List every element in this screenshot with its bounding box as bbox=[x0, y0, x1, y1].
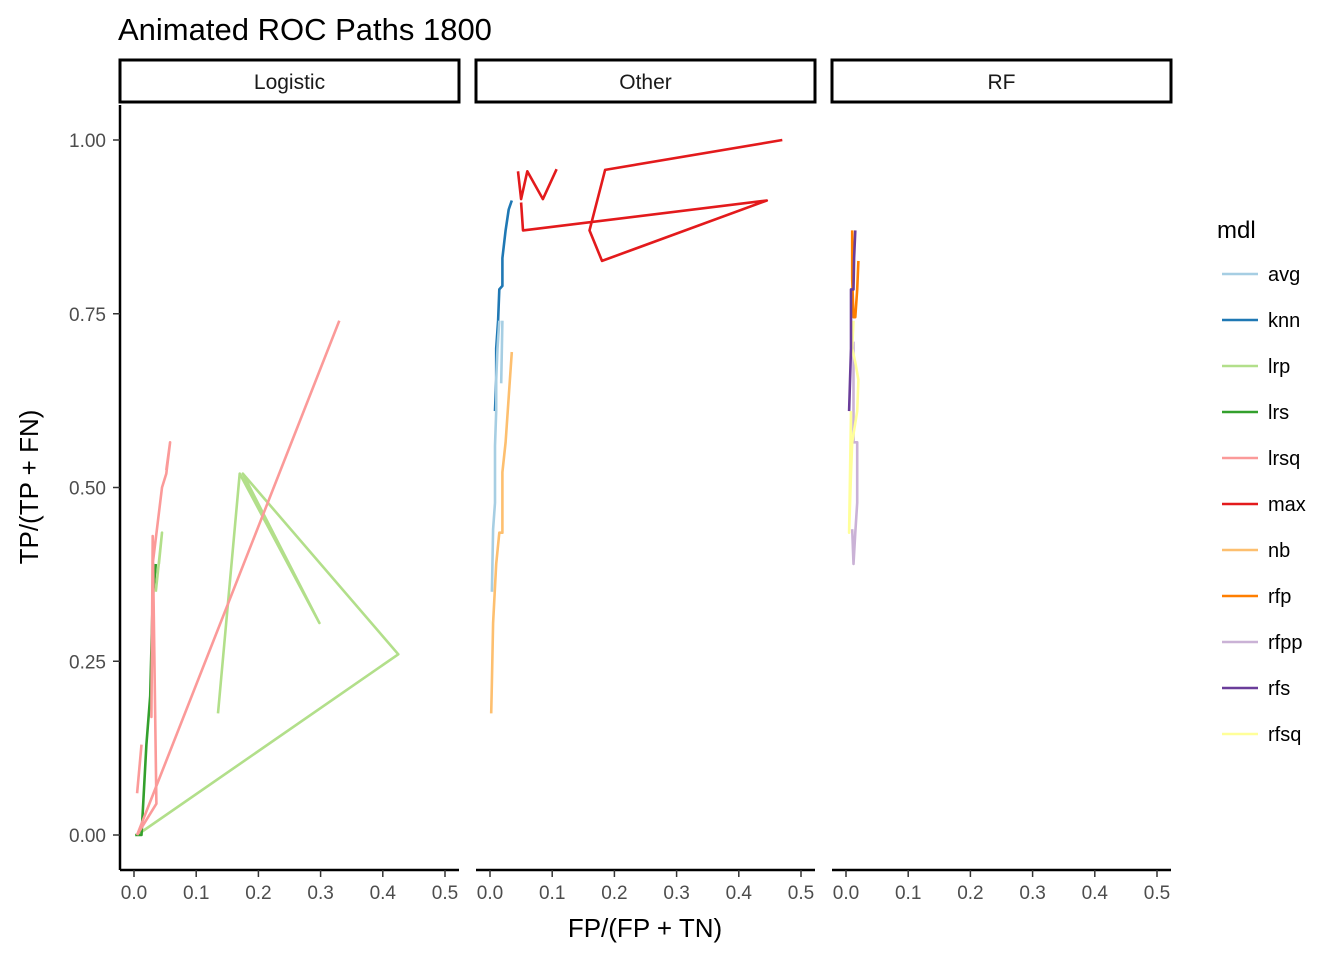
facet-other: Other 0.0 0.1 0.2 0.3 0.4 0.5 bbox=[474, 58, 817, 904]
series-line-lrsq bbox=[135, 441, 172, 836]
y-tick-label: 0.25 bbox=[69, 652, 106, 673]
series-line-rfp bbox=[850, 230, 860, 319]
facet-strip-label: Logistic bbox=[254, 71, 325, 94]
legend-label-avg: avg bbox=[1268, 264, 1300, 286]
legend-label-rfp: rfp bbox=[1268, 586, 1291, 608]
series-line-lrp bbox=[136, 472, 400, 837]
x-tick-label: 0.2 bbox=[245, 883, 271, 904]
x-tick-label: 0.5 bbox=[1144, 883, 1170, 904]
x-tick-label: 0.4 bbox=[370, 883, 397, 904]
x-tick-label: 0.3 bbox=[1019, 883, 1045, 904]
series-line-max bbox=[519, 138, 783, 263]
x-tick-label: 0.1 bbox=[539, 883, 565, 904]
legend-label-nb: nb bbox=[1268, 540, 1290, 562]
legend-title: mdl bbox=[1217, 217, 1256, 244]
x-tick-label: 0.0 bbox=[477, 883, 503, 904]
facet-strip bbox=[118, 58, 461, 104]
series-line-lrsq bbox=[135, 320, 341, 836]
legend-label-rfsq: rfsq bbox=[1268, 724, 1301, 746]
series-line-avg bbox=[490, 320, 501, 592]
y-tick-label: 1.00 bbox=[69, 131, 106, 152]
x-tick-label: 0.3 bbox=[307, 883, 333, 904]
series-line-rfs bbox=[847, 230, 857, 412]
facets-layer: Logistic 0.0 0.1 0.2 0.3 0.4 0.5 Other 0.0 0.1 0.2… bbox=[118, 58, 1173, 904]
x-tick-label: 0.1 bbox=[183, 883, 209, 904]
x-tick-label: 0.2 bbox=[601, 883, 627, 904]
x-tick-label: 0.4 bbox=[726, 883, 753, 904]
x-tick-label: 0.5 bbox=[788, 883, 814, 904]
series-line-lrsq bbox=[135, 744, 143, 794]
series-line-max bbox=[516, 168, 558, 201]
facet-strip bbox=[830, 58, 1173, 104]
legend-label-max: max bbox=[1268, 494, 1306, 516]
legend-label-rfs: rfs bbox=[1268, 678, 1290, 700]
legend-label-lrs: lrs bbox=[1268, 402, 1289, 424]
y-tick-label: 0.75 bbox=[69, 305, 106, 326]
y-axis: 0.00 0.25 0.50 0.75 1.00 bbox=[69, 105, 122, 870]
legend-label-knn: knn bbox=[1268, 310, 1300, 332]
facet-strip bbox=[474, 58, 817, 104]
y-axis-title: TP/(TP + FN) bbox=[14, 410, 44, 565]
x-axis-title: FP/(FP + TN) bbox=[568, 913, 722, 943]
x-tick-label: 0.4 bbox=[1082, 883, 1109, 904]
facet-strip-label: RF bbox=[988, 71, 1016, 94]
legend: mdl avg knn lrp lrs lrsq max nb rfp rfpp rfs rfsq bbox=[1217, 217, 1306, 746]
chart-title: Animated ROC Paths 1800 bbox=[118, 12, 492, 47]
series-line-rfsq bbox=[847, 320, 860, 534]
facet-strip-label: Other bbox=[619, 71, 672, 94]
y-tick-label: 0.50 bbox=[69, 479, 106, 500]
x-tick-label: 0.1 bbox=[895, 883, 921, 904]
series-line-nb bbox=[489, 351, 514, 714]
series-line-lrp bbox=[154, 531, 164, 592]
series-line-rfpp bbox=[850, 341, 859, 566]
legend-label-lrsq: lrsq bbox=[1268, 448, 1300, 470]
y-tick-label: 0.00 bbox=[69, 826, 106, 847]
facet-logistic: Logistic 0.0 0.1 0.2 0.3 0.4 0.5 bbox=[118, 58, 461, 904]
series-line-avg bbox=[499, 320, 504, 384]
legend-label-rfpp: rfpp bbox=[1268, 632, 1302, 654]
x-tick-label: 0.5 bbox=[432, 883, 458, 904]
legend-label-lrp: lrp bbox=[1268, 356, 1290, 378]
facet-rf: RF 0.0 0.1 0.2 0.3 0.4 0.5 bbox=[830, 58, 1173, 904]
x-tick-label: 0.3 bbox=[663, 883, 689, 904]
x-tick-label: 0.0 bbox=[121, 883, 147, 904]
x-tick-label: 0.2 bbox=[957, 883, 983, 904]
x-tick-label: 0.0 bbox=[833, 883, 859, 904]
